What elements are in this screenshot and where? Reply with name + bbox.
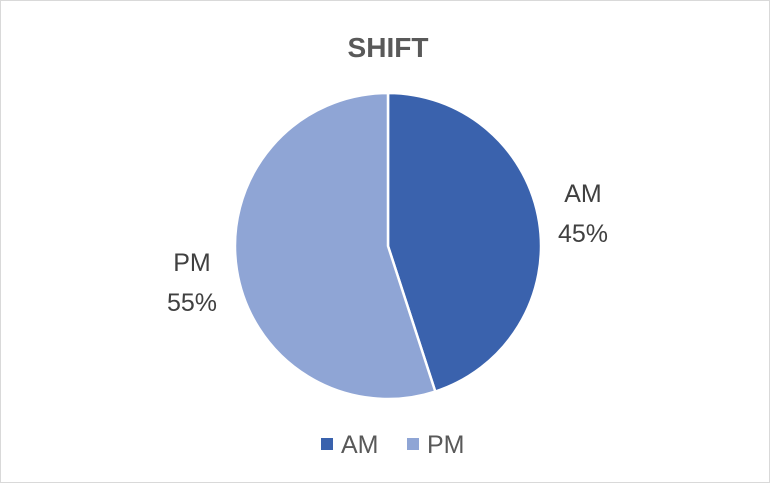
data-label-value-pm: 55% bbox=[167, 289, 217, 317]
legend-label-am: AM bbox=[341, 431, 379, 459]
pie-slice-am bbox=[386, 91, 543, 394]
data-label-category-pm: PM bbox=[173, 249, 211, 277]
chart-title: SHIFT bbox=[348, 32, 429, 63]
data-label-value-am: 45% bbox=[558, 220, 608, 248]
pie-slice-pm bbox=[233, 91, 437, 401]
data-label-category-am: AM bbox=[564, 180, 602, 208]
legend-swatch-pm bbox=[407, 438, 419, 450]
pie-slices bbox=[233, 91, 543, 401]
legend: AM PM bbox=[321, 431, 465, 459]
legend-swatch-am bbox=[321, 438, 333, 450]
data-labels: AM 45% PM 55% bbox=[167, 180, 608, 317]
legend-label-pm: PM bbox=[427, 431, 465, 459]
